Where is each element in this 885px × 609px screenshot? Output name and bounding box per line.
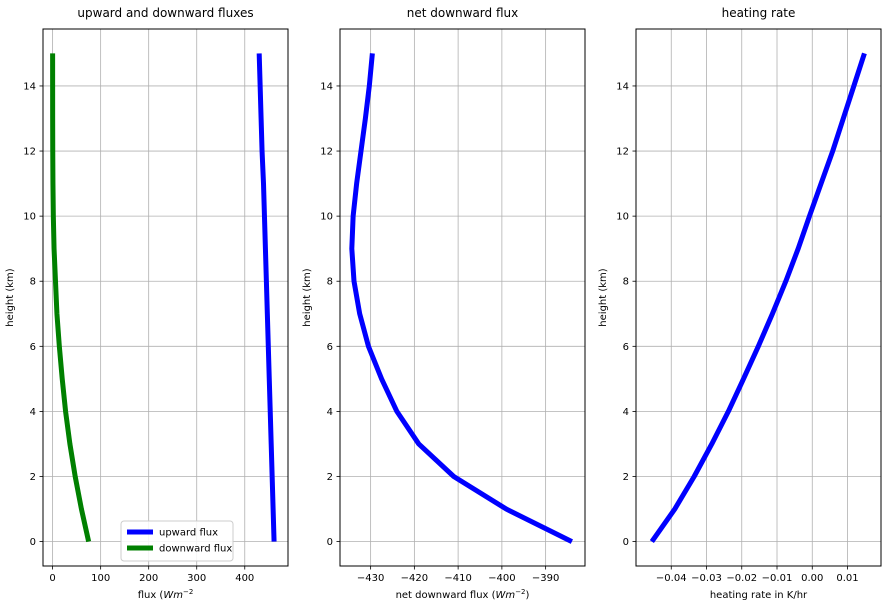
x-tick-label: 0.00	[801, 573, 823, 584]
y-tick-label: 12	[320, 147, 333, 158]
y-tick-label: 6	[30, 342, 36, 353]
series-line-upward-flux	[256, 53, 277, 542]
y-tick-label: 2	[30, 472, 36, 483]
y-tick-label: 12	[616, 147, 629, 158]
y-tick-label: 10	[320, 212, 333, 223]
panel-2: −430 −420 −410 −400 −390 0 2 4 6 8 10 12 14 net downw…	[302, 6, 586, 601]
y-tick-label: 6	[327, 342, 333, 353]
x-tick-label: −0.04	[656, 573, 687, 584]
x-axis-label: net downward flux (Wm−2)	[396, 588, 530, 601]
x-tick-label: 300	[187, 573, 206, 584]
x-tick-label: 400	[235, 573, 254, 584]
x-axis-label: heating rate in K/hr	[710, 590, 808, 601]
axes-frame	[635, 28, 882, 567]
series-line-profile	[649, 52, 867, 544]
legend-label: upward flux	[159, 528, 218, 539]
y-tick-label: 14	[23, 81, 36, 92]
x-tick-label: −420	[401, 573, 428, 584]
y-tick-label: 0	[327, 537, 333, 548]
series-line-profile	[349, 53, 573, 544]
y-tick-label: 6	[623, 342, 629, 353]
y-tick-label: 10	[23, 212, 36, 223]
y-tick-label: 8	[30, 277, 36, 288]
y-tick-label: 4	[327, 407, 333, 418]
panel-title: net downward flux	[407, 6, 518, 20]
y-tick-label: 0	[623, 537, 629, 548]
y-tick-label: 4	[623, 407, 629, 418]
x-tick-label: −430	[357, 573, 384, 584]
y-tick-label: 14	[320, 81, 333, 92]
x-tick-label: −0.03	[691, 573, 722, 584]
axes-frame	[42, 28, 289, 567]
y-tick-label: 0	[30, 537, 36, 548]
x-axis-label: flux (Wm−2	[138, 588, 194, 601]
y-axis-label: height (km)	[5, 268, 16, 326]
panel-3: −0.04 −0.03 −0.02 −0.01 0.00 0.01 0 2 4 6 8 10 12 14 h…	[598, 6, 882, 601]
panel-title: heating rate	[722, 6, 796, 20]
y-tick-label: 14	[616, 81, 629, 92]
x-tick-label: 0.01	[836, 573, 858, 584]
y-tick-label: 8	[327, 277, 333, 288]
panel-title: upward and downward fluxes	[77, 6, 253, 20]
y-axis-label: height (km)	[598, 268, 609, 326]
series-line-downward-flux	[50, 53, 92, 543]
y-tick-label: 2	[623, 472, 629, 483]
axes-frame	[339, 28, 586, 567]
x-tick-label: 100	[91, 573, 110, 584]
x-tick-label: −0.02	[726, 573, 757, 584]
legend-label: downward flux	[159, 544, 232, 555]
legend: upward flux downward flux	[120, 520, 234, 562]
y-tick-label: 12	[23, 147, 36, 158]
x-tick-label: −410	[444, 573, 471, 584]
y-tick-label: 4	[30, 407, 36, 418]
panel-1: 0 100 200 300 400 0 2 4 6 8 10 12 14 upward and downw…	[5, 6, 289, 601]
y-tick-label: 10	[616, 212, 629, 223]
x-tick-label: −400	[488, 573, 515, 584]
y-tick-label: 2	[327, 472, 333, 483]
x-tick-label: −390	[532, 573, 559, 584]
y-axis-label: height (km)	[302, 268, 313, 326]
x-tick-label: 200	[139, 573, 158, 584]
y-tick-label: 8	[623, 277, 629, 288]
x-tick-label: 0	[49, 573, 55, 584]
x-tick-label: −0.01	[762, 573, 793, 584]
